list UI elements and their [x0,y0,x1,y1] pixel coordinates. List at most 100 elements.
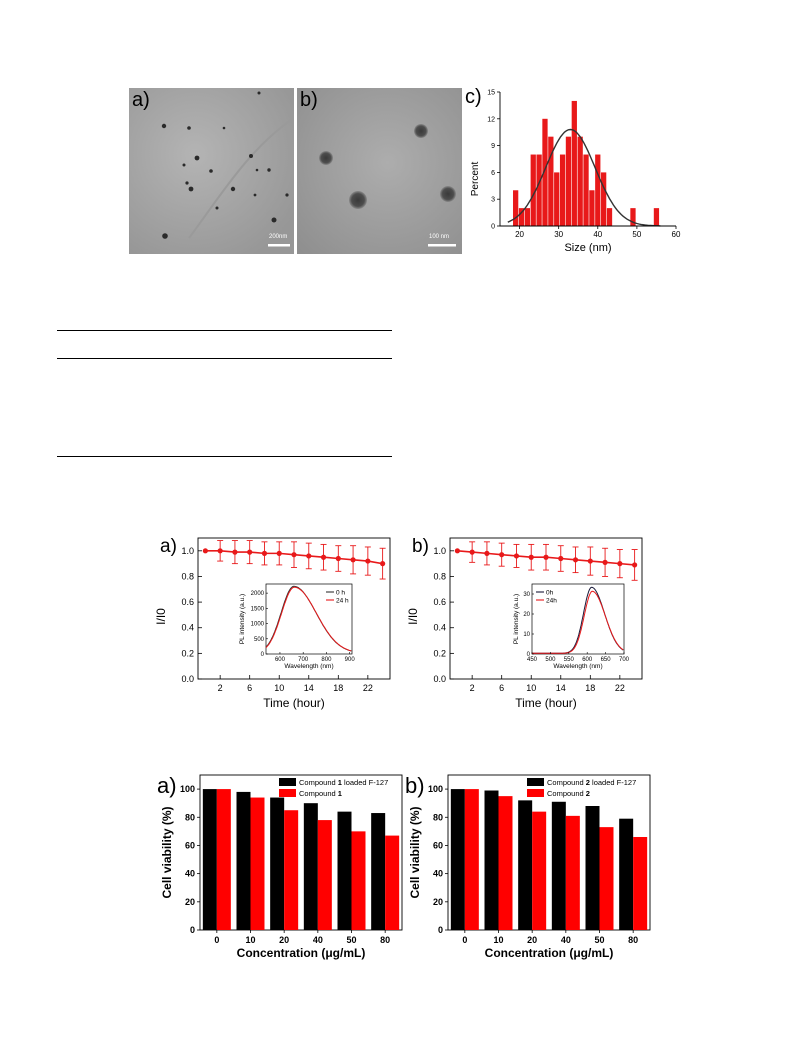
histogram-bar [530,154,536,226]
y-tick-label: 0.8 [181,571,194,581]
x-tick-label: 40 [561,935,571,945]
gaussian-fit-line [507,128,661,227]
x-tick-label: 50 [632,230,641,239]
viability-bar [565,815,580,930]
x-tick-label: 6 [247,683,252,693]
viability-bar [202,789,217,930]
histogram-bar [630,208,636,226]
legend-label: Compound 2 [547,789,590,798]
stability-chart-b: b) 2 6 10 14 18 22 0.0 0.2 0.4 0.6 0.8 1.0 Time (hour… [406,536,643,710]
y-tick-label: 0.6 [181,597,194,607]
plot-frame [447,774,651,931]
data-point [261,550,268,556]
y-tick-label: 100 [428,784,443,794]
x-tick-label: 14 [556,683,566,693]
inset-frame [265,583,353,655]
data-point [306,553,312,559]
y-tick-label: 40 [185,869,195,879]
x-tick-label: 10 [493,935,503,945]
tem-label-a: a) [132,89,150,111]
y-tick-label: 0.8 [433,571,446,581]
x-tick-label: 2 [218,683,223,693]
histogram-bar [559,154,566,226]
histogram-bar [518,208,525,226]
viability-bar [385,835,400,930]
y-axis-title: I/I0 [406,608,420,625]
data-point [291,552,297,558]
y-tick-label: 0.2 [181,648,194,658]
data-point [454,548,460,554]
y-axis-title: Cell viability (%) [160,806,174,898]
x-tick-label: 18 [585,683,595,693]
viability-bar [250,797,265,930]
inset-frame [531,583,625,655]
viability-bar [236,791,251,930]
x-tick-label: 0 [214,935,219,945]
x-tick-label: 20 [279,935,289,945]
histogram-bar [554,172,560,226]
x-tick-label: 80 [628,935,638,945]
data-point [350,557,356,563]
x-axis-title: Concentration (μg/mL) [485,946,614,960]
histogram-bar [571,100,577,226]
x-tick-label: 2 [470,683,475,693]
x-tick-label: 50 [346,935,356,945]
inset-legend-label: 0 h [336,590,345,597]
histogram-bar [601,172,607,226]
panel-label: b) [412,536,429,557]
viability-bar [351,831,366,930]
nanoparticle-blobs [319,124,456,209]
x-tick-label: 18 [333,683,343,693]
x-tick-label: 80 [380,935,390,945]
y-tick-label: 12 [487,116,495,123]
y-tick-label: 6 [491,170,495,177]
scale-bar-label-b: 100 nm [429,234,450,240]
histogram-bar [542,118,548,226]
x-tick-label: 30 [554,230,563,239]
y-tick-label: 15 [487,90,495,97]
tem-image-b-graphic [297,88,462,254]
histogram-bar [653,208,660,226]
data-point [602,559,608,565]
x-axis-title: Concentration (μg/mL) [237,946,366,960]
histogram-bar [513,190,519,226]
plot-frame [197,537,391,680]
viability-bar [337,811,352,930]
viability-bar [284,810,299,930]
inset-y-tick-label: 0 [261,652,265,658]
inset-x-tick-label: 550 [564,657,575,663]
viability-bar [371,813,386,930]
inset-y-tick-label: 1500 [251,606,265,612]
viability-bar [464,789,479,930]
tem-image-a-graphic [129,88,294,254]
tem-image-a: a) 200nm [129,88,294,254]
table-header-rule [57,358,392,359]
legend-swatch [279,789,296,797]
tem-image-b: b) 100 nm [297,88,462,254]
inset-x-axis-title: Wavelength (nm) [284,663,333,670]
y-tick-label: 20 [185,897,195,907]
data-point [365,558,371,564]
inset-series-line [532,590,624,654]
histogram-bar [583,154,589,226]
x-tick-label: 22 [363,683,373,693]
x-tick-label: 10 [245,935,255,945]
y-tick-label: 0 [438,925,443,935]
table-top-rule [57,330,392,331]
data-point [617,561,623,567]
viability-bar [633,837,648,930]
data-point [202,548,208,554]
inset-y-tick-label: 500 [254,637,265,643]
viability-bar [303,803,318,930]
viability-bar [317,820,332,930]
inset-x-tick-label: 500 [545,657,556,663]
viability-bar [518,800,533,930]
nanoparticle-dots [161,91,289,239]
histogram-bar [565,136,572,226]
legend-label: Compound 1 loaded F-127 [299,778,388,787]
x-axis-title: Time (hour) [515,696,577,710]
legend-swatch [527,789,544,797]
histogram-bar [548,136,554,226]
x-tick-label: 10 [274,683,284,693]
x-tick-label: 6 [499,683,504,693]
